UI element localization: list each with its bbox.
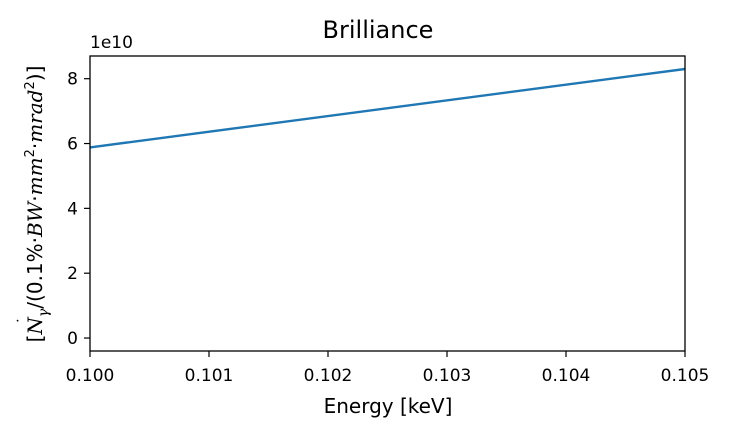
x-tick-label: 0.100 (66, 366, 115, 386)
series-line-1 (89, 67, 686, 149)
plot-area (89, 55, 686, 352)
x-tick-label: 0.101 (185, 366, 234, 386)
y-tick-label: 4 (67, 199, 78, 219)
x-tick-label: 0.103 (423, 366, 472, 386)
y-tick-label: 8 (67, 70, 78, 90)
x-tick-label: 0.102 (304, 366, 353, 386)
chart-title: Brilliance (323, 16, 434, 44)
y-axis-ticks: 0 2 4 6 8 (67, 70, 90, 349)
y-tick-label: 2 (67, 264, 78, 284)
x-axis-label: Energy [keV] (324, 394, 453, 418)
y-tick-label: 6 (67, 135, 78, 155)
y-offset-label: 1e10 (90, 33, 133, 53)
y-tick-label: 0 (67, 329, 78, 349)
plot-frame (89, 55, 686, 352)
y-axis-label: [N˙γ/(0.1%·BW·mm2·mrad2)] (14, 66, 52, 343)
x-tick-label: 0.104 (542, 366, 591, 386)
x-axis-ticks: 0.100 0.101 0.102 0.103 0.104 0.105 (66, 351, 710, 386)
x-tick-label: 0.105 (661, 366, 710, 386)
